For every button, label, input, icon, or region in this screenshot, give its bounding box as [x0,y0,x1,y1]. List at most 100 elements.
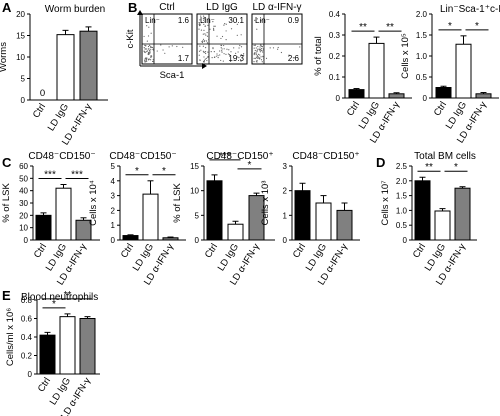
flow-event [261,45,264,48]
panel-letter: B [128,0,137,15]
flow-event [212,27,215,29]
quadrant-value-lower: 2.6 [288,54,300,63]
flow-event [225,39,227,41]
y-tick-label: 1.0 [396,206,408,215]
flow-event [202,15,205,17]
flow-event [206,42,209,44]
y-tick-label: 0 [283,236,288,245]
y-tick-label: 0.6 [21,315,33,324]
flow-event [261,61,263,63]
flow-event [160,44,162,46]
bar-2 [162,237,179,241]
flow-event [236,23,238,25]
flow-event [211,57,213,59]
flow-event [203,19,205,21]
flow-event [148,48,150,50]
flow-event [253,57,255,59]
flow-event [208,39,210,41]
chart-title: CD48⁻CD150⁻ [109,151,176,162]
bar-2 [79,30,98,101]
arrow-up-icon [137,10,143,15]
y-axis-label: Cells x 10³ [260,181,271,226]
bar-0 [35,214,52,241]
flow-event [199,59,201,61]
flow-event [255,47,257,49]
flow-event [152,49,155,52]
flow-event [204,33,206,35]
flow-event [151,46,154,49]
y-tick-label: 0 [24,236,29,245]
panel-e: Blood neutrophils E 0 0.2 0.4 0.6 0.8 Cells/ml … [2,288,100,416]
flow-event [225,30,227,32]
flow-event [236,34,238,36]
flow-y-axis-label: c-Kit [125,29,136,48]
quadrant-value-lower: 1.7 [178,54,190,63]
flow-event [258,58,261,60]
flow-event [259,51,261,53]
sig-label: * [475,21,479,32]
flow-event [221,35,224,38]
panel-letter: E [2,288,11,303]
y-tick-label: 10 [190,187,199,196]
flow-event [235,52,237,54]
gate-label: Lin⁻ [255,16,270,25]
flow-event [277,46,279,49]
flow-event [150,49,152,51]
bar-0 [206,180,223,241]
flow-event [219,50,221,52]
flow-event [150,59,152,61]
data-label: 0 [40,88,45,99]
flow-event [225,23,227,25]
flow-event [262,49,265,51]
flow-event [205,57,208,59]
flow-event [198,28,200,30]
flow-event [220,59,222,62]
flow-event [149,52,151,54]
sig-label: *** [219,151,231,162]
quadrant-value-upper: 1.6 [178,16,190,25]
y-tick-label: 40 [19,187,28,196]
bar-1 [455,43,472,99]
y-tick-label: 0.3 [329,31,341,40]
y-tick-label: 2 [283,187,288,196]
sig-label: * [248,160,252,171]
panel-letter: A [2,0,12,15]
flow-event [213,28,215,30]
y-tick-label: 0 [336,94,341,103]
bar-2 [79,318,96,375]
y-tick-label: 0.4 [21,333,33,342]
y-tick-label: 1 [111,221,116,230]
flow-event [152,59,154,61]
flow-event [145,59,147,61]
flow-event [261,50,263,52]
x-tick-label: Ctrl [345,100,362,118]
flow-event [260,44,262,46]
flow-event [299,46,301,48]
flow-event [198,50,201,52]
flow-event [262,44,265,46]
x-tick-label: Ctrl [203,242,220,260]
flow-event [220,47,222,49]
quadrant-value-upper: 30.1 [228,16,244,25]
flow-event [216,53,218,55]
sig-label: * [454,162,458,173]
y-tick-label: 0.5 [416,73,428,82]
flow-event [260,20,262,22]
gate-label: Lin⁻ [200,16,215,25]
sig-label: ** [359,22,367,33]
flow-event [223,48,225,50]
flow-event [145,51,147,53]
y-tick-label: 30 [19,199,28,208]
flow-event [230,28,233,30]
flow-event [240,46,243,48]
flow-event [257,48,259,50]
flow-event [145,58,147,60]
flow-event [219,54,221,56]
flow-event [146,57,148,59]
sig-label: ** [64,290,72,301]
flow-event [182,46,184,48]
flow-event [148,58,150,60]
